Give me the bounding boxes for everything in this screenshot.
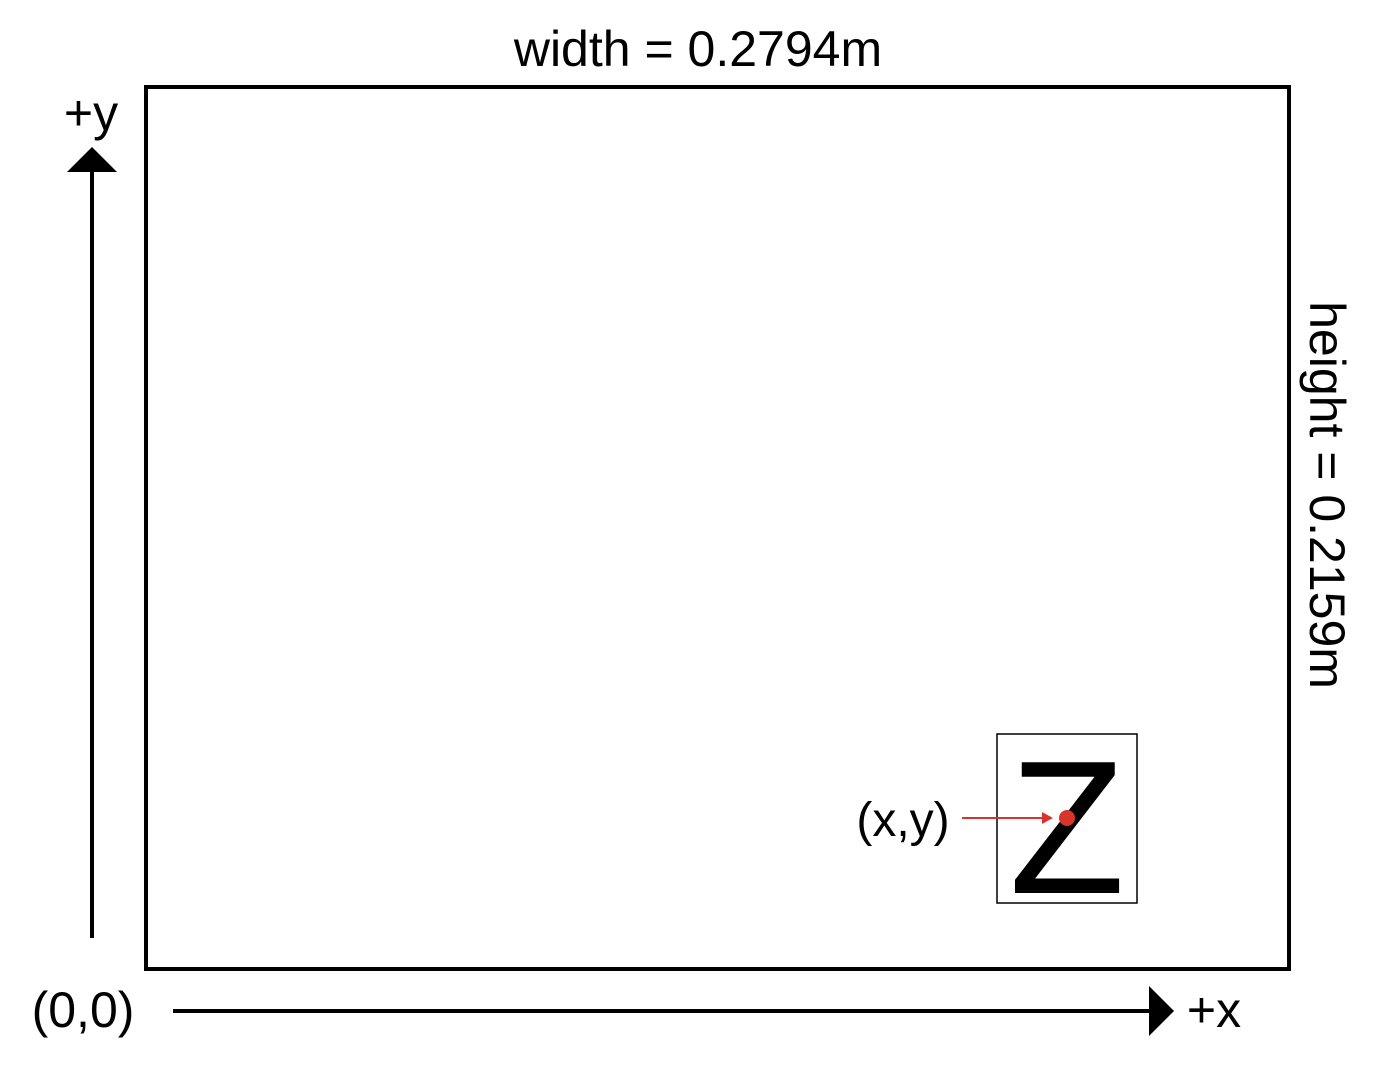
arrow-up-icon [67, 147, 117, 172]
x-axis-label: +x [1187, 982, 1241, 1038]
point-dot [1059, 810, 1075, 826]
page-rectangle [144, 85, 1291, 971]
pointer-arrowhead [1042, 812, 1053, 824]
y-axis-label: +y [64, 85, 118, 141]
height-label: height = 0.2159m [1299, 301, 1355, 689]
point-label: (x,y) [856, 794, 949, 847]
marker-letter: Z [1009, 722, 1125, 934]
origin-label: (0,0) [32, 982, 135, 1038]
arrow-right-icon [1149, 986, 1174, 1036]
width-label: width = 0.2794m [513, 21, 882, 77]
